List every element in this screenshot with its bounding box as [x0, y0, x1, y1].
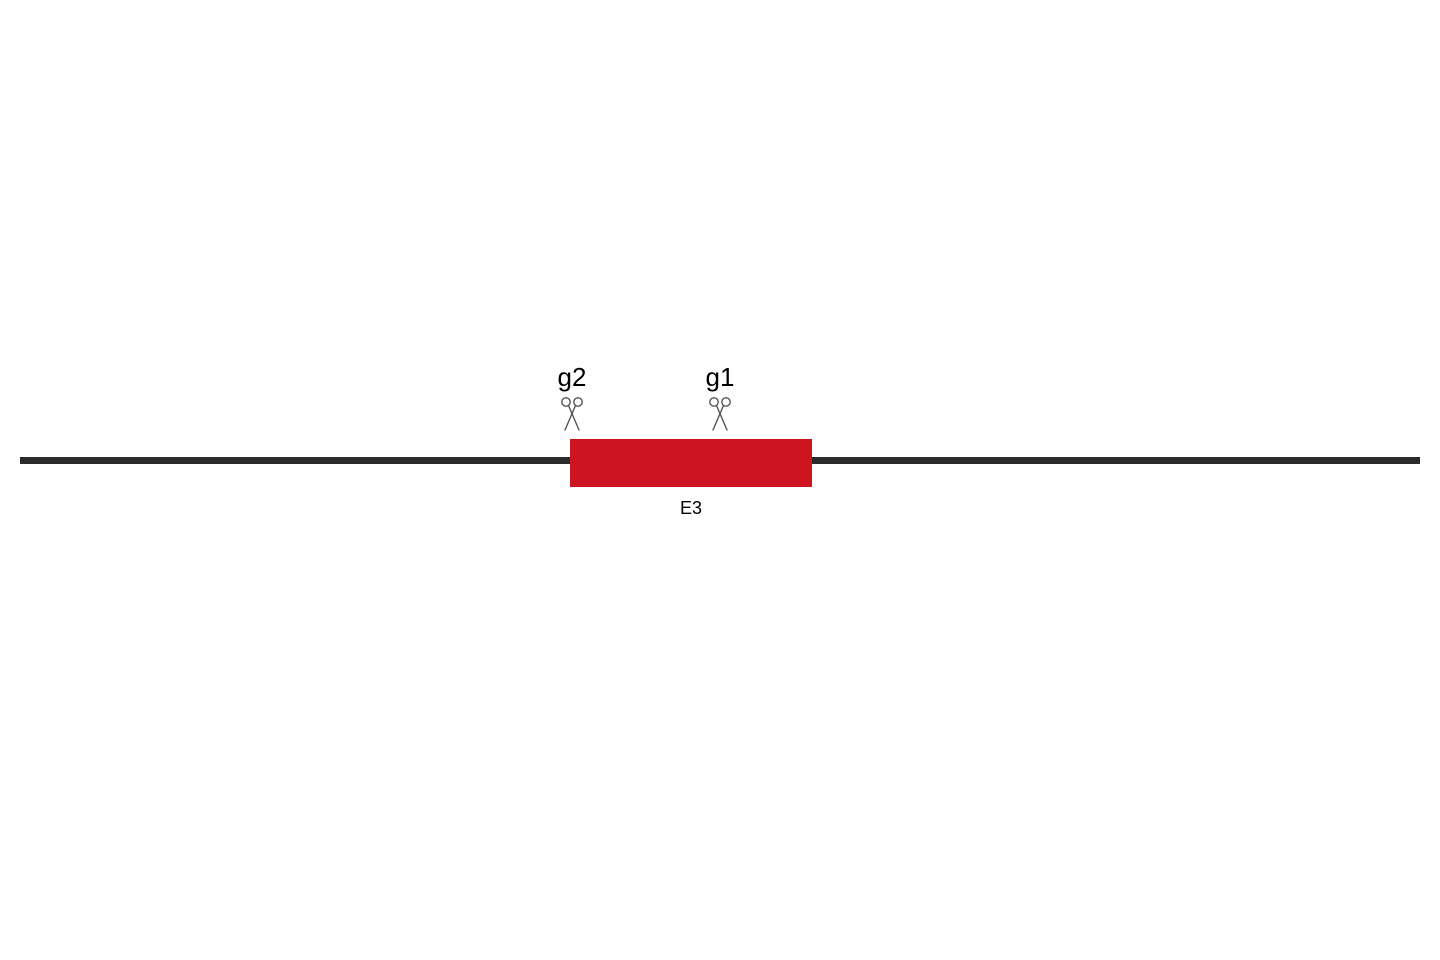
intron-line-right: [812, 457, 1420, 464]
exon-label: E3: [570, 498, 812, 519]
gene-diagram: E3 g2 g1: [0, 0, 1440, 960]
scissors-icon: [705, 396, 735, 432]
intron-line-left: [20, 457, 570, 464]
scissors-icon: [557, 396, 587, 432]
guide-label-g2: g2: [552, 362, 592, 393]
guide-label-g1: g1: [700, 362, 740, 393]
exon-box: [570, 439, 812, 487]
